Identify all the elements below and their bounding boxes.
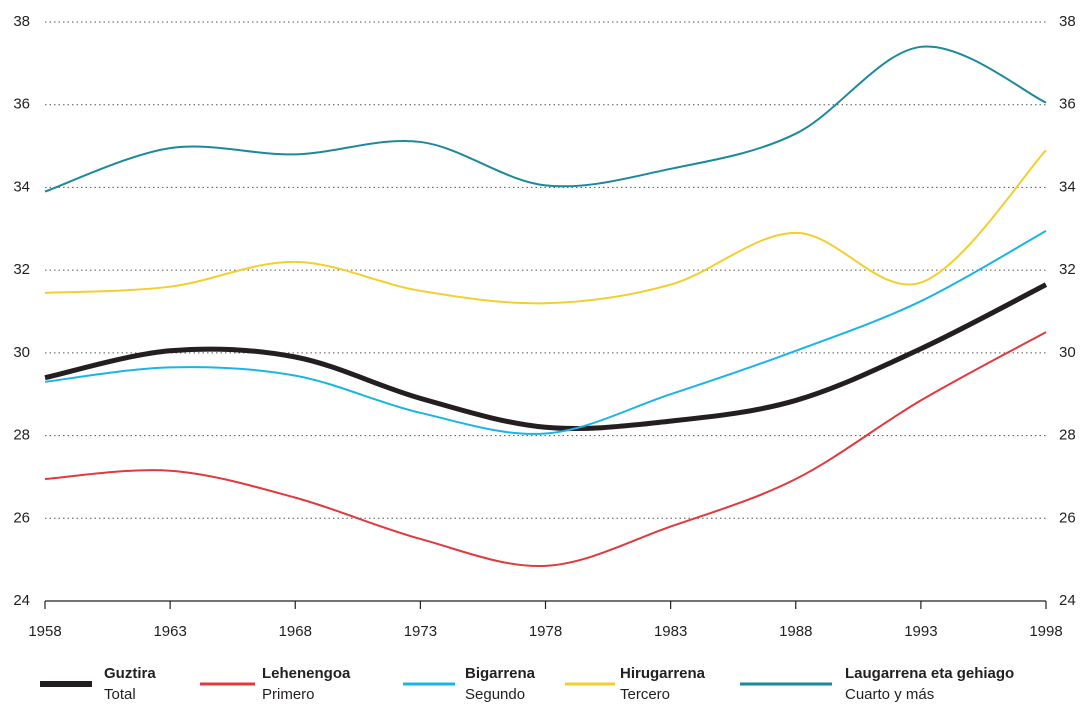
x-tick-label: 1978 — [529, 623, 562, 640]
x-tick-label: 1983 — [654, 623, 687, 640]
y-tick-label: 34 — [13, 178, 30, 195]
y2-tick-label: 28 — [1059, 427, 1076, 444]
legend-subname: Cuarto y más — [845, 686, 934, 703]
y2-tick-label: 36 — [1059, 96, 1076, 113]
y2-tick-label: 26 — [1059, 509, 1076, 526]
x-tick-label: 1988 — [779, 623, 812, 640]
legend-subname: Total — [104, 686, 136, 703]
legend-name: Laugarrena eta gehiago — [845, 665, 1014, 682]
y-tick-label: 32 — [13, 261, 30, 278]
x-tick-label: 1968 — [279, 623, 312, 640]
y-tick-label: 36 — [13, 96, 30, 113]
legend-name: Lehenengoa — [262, 665, 351, 682]
y2-tick-label: 34 — [1059, 178, 1076, 195]
series-line — [44, 282, 1048, 432]
legend-subname: Tercero — [620, 686, 670, 703]
series-line — [44, 229, 1047, 435]
series-line — [44, 45, 1047, 193]
series-line — [44, 149, 1047, 305]
legend-name: Guztira — [104, 665, 156, 682]
x-tick-label: 1963 — [153, 623, 186, 640]
x-tick-label: 1973 — [404, 623, 437, 640]
x-tick-label: 1993 — [904, 623, 937, 640]
y-tick-label: 26 — [13, 509, 30, 526]
series-line — [44, 331, 1047, 567]
legend-name: Hirugarrena — [620, 665, 706, 682]
legend-subname: Primero — [262, 686, 315, 703]
y2-tick-label: 24 — [1059, 592, 1076, 609]
legend-subname: Segundo — [465, 686, 525, 703]
y-tick-label: 38 — [13, 13, 30, 30]
y2-tick-label: 32 — [1059, 261, 1076, 278]
y-tick-label: 28 — [13, 427, 30, 444]
legend-name: Bigarrena — [465, 665, 536, 682]
y2-tick-label: 38 — [1059, 13, 1076, 30]
x-tick-label: 1958 — [28, 623, 61, 640]
y2-tick-label: 30 — [1059, 344, 1076, 361]
y-tick-label: 30 — [13, 344, 30, 361]
x-tick-label: 1998 — [1029, 623, 1062, 640]
y-tick-label: 24 — [13, 592, 30, 609]
